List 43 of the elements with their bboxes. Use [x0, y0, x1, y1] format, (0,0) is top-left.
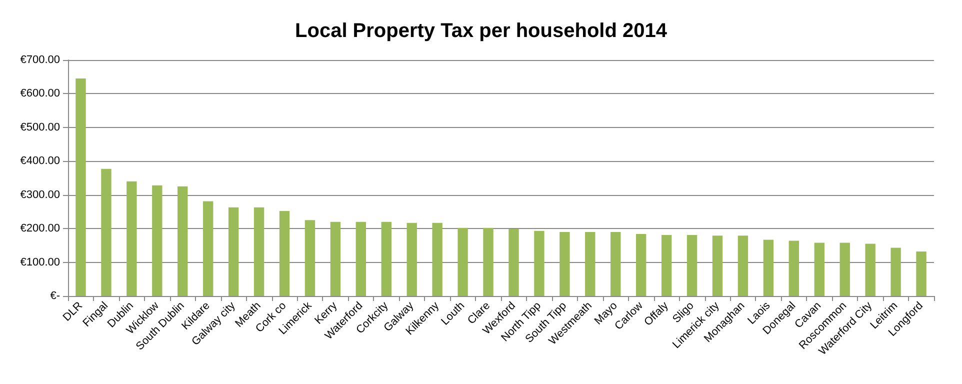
bar: [381, 222, 392, 296]
bar: [865, 244, 876, 296]
bar: [814, 242, 824, 296]
bar: [788, 240, 800, 296]
bar: [458, 228, 468, 296]
bar: [686, 234, 698, 296]
bar: [763, 240, 774, 296]
bar: [152, 185, 162, 296]
bar: [508, 228, 519, 296]
bar: [890, 248, 901, 296]
bar: [534, 230, 544, 296]
bar: [840, 242, 850, 296]
y-tick-label: €300.00: [20, 188, 60, 201]
bar: [661, 234, 672, 296]
bar: [432, 222, 442, 296]
bar: [101, 168, 112, 296]
y-tick-label: €200.00: [20, 222, 60, 235]
bar: [126, 181, 137, 296]
bar: [738, 236, 748, 296]
bar: [560, 232, 570, 296]
y-tick-label: €500.00: [20, 121, 60, 134]
bar: [254, 207, 264, 296]
bar: [483, 228, 494, 296]
bar: [279, 211, 290, 296]
chart-title: Local Property Tax per household 2014: [295, 20, 668, 42]
bar: [178, 186, 188, 296]
bar: [330, 222, 341, 296]
bar: [585, 232, 596, 296]
bar: [916, 251, 926, 296]
y-tick-label: €700.00: [20, 54, 60, 66]
bar: [304, 220, 316, 296]
bar: [202, 201, 214, 296]
bar: [712, 236, 723, 296]
y-tick-label: €100.00: [20, 256, 60, 268]
bar: [356, 222, 366, 296]
bar: [228, 207, 239, 296]
bar: [406, 222, 417, 296]
y-tick-label: €-: [50, 290, 60, 302]
bar: [76, 78, 86, 296]
y-tick-label: €600.00: [20, 88, 60, 100]
y-tick-label: €400.00: [20, 155, 60, 168]
bar: [610, 232, 621, 296]
bar: [636, 234, 646, 296]
